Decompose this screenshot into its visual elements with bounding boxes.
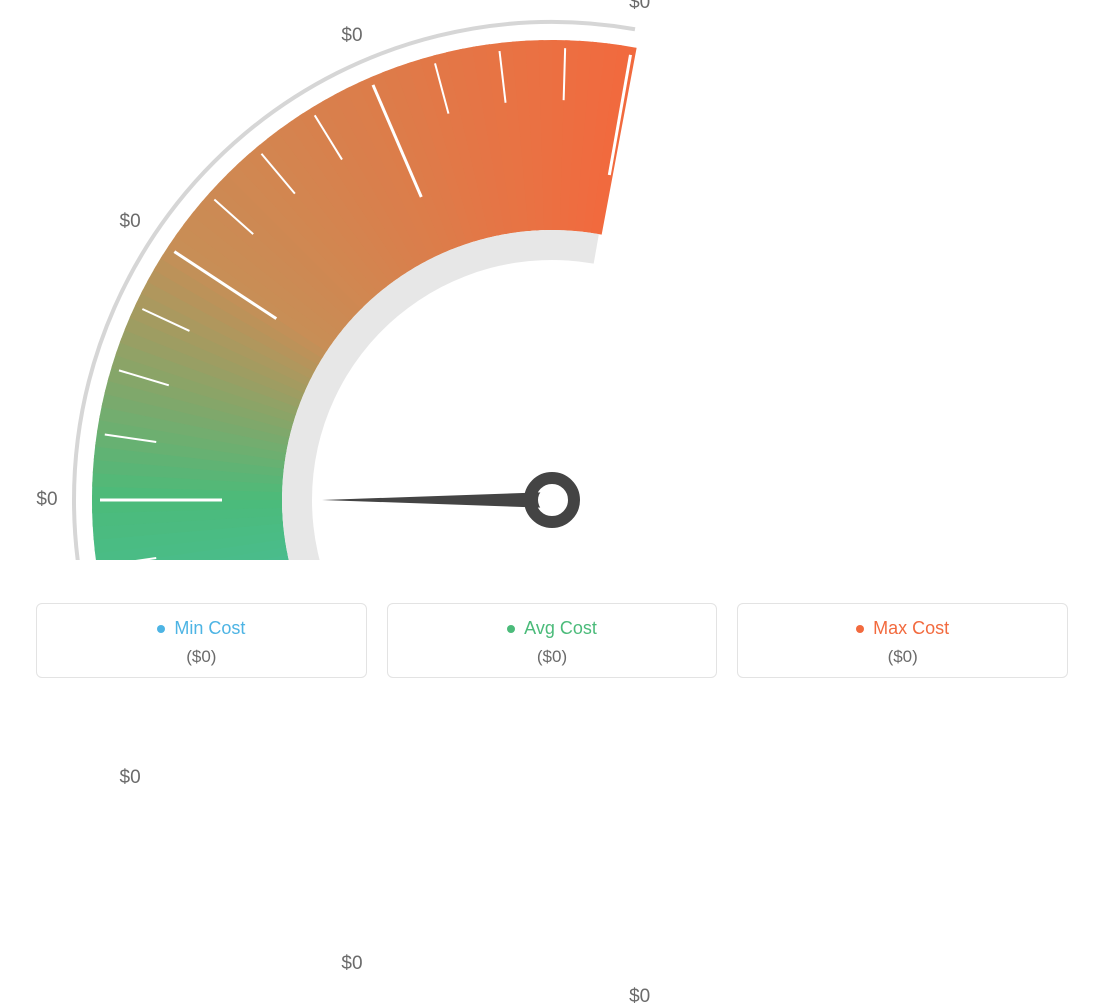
legend-row: Min Cost ($0) Avg Cost ($0) Max Cost ($0…: [0, 603, 1104, 678]
gauge-tick-label: $0: [36, 489, 57, 511]
legend-min-label: Min Cost: [174, 618, 245, 639]
legend-max-label: Max Cost: [873, 618, 949, 639]
gauge-svg: [22, 0, 1082, 560]
gauge-tick-label: $0: [120, 767, 141, 789]
legend-card-min: Min Cost ($0): [36, 603, 367, 678]
legend-max-value: ($0): [748, 647, 1057, 667]
bullet-icon: [507, 625, 515, 633]
gauge-tick-label: $0: [629, 0, 650, 14]
gauge-tick-label: $0: [629, 986, 650, 1008]
legend-avg-label: Avg Cost: [524, 618, 597, 639]
legend-card-avg: Avg Cost ($0): [387, 603, 718, 678]
gauge-tick-label: $0: [120, 211, 141, 233]
legend-avg-value: ($0): [398, 647, 707, 667]
gauge-tick-label: $0: [341, 953, 362, 975]
legend-card-max: Max Cost ($0): [737, 603, 1068, 678]
bullet-icon: [157, 625, 165, 633]
bullet-icon: [856, 625, 864, 633]
gauge-chart: $0$0$0$0$0$0$0: [0, 0, 1104, 560]
gauge-tick-label: $0: [341, 25, 362, 47]
legend-min-value: ($0): [47, 647, 356, 667]
